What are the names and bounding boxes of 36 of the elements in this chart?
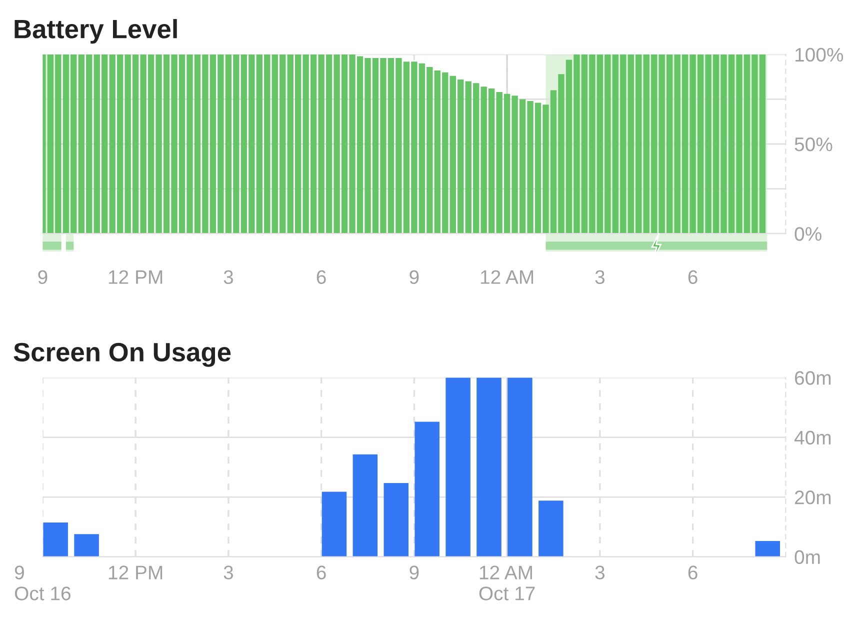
bar xyxy=(508,378,532,557)
chart-title: Battery Level xyxy=(14,19,177,44)
bar xyxy=(352,454,378,557)
y-tick-label: 0m xyxy=(794,550,820,564)
chart-title: Screen On Usage xyxy=(14,342,231,367)
y-tick-label: 20m xyxy=(794,490,831,504)
y-tick-label: 60m xyxy=(795,371,831,385)
x-tick-label: 12 AM Oct 17 xyxy=(479,566,535,600)
x-tick-label: 3 xyxy=(224,566,233,580)
x-tick-label: 6 xyxy=(316,566,326,580)
x-tick-label: 12 PM xyxy=(108,566,162,580)
x-tick-label: 6 xyxy=(316,270,326,284)
x-tick-label: 6 xyxy=(688,270,698,284)
x-tick-label: 3 xyxy=(595,270,604,284)
bar xyxy=(755,540,780,557)
y-tick-label: 40m xyxy=(794,430,831,445)
x-tick-label: 12 AM xyxy=(480,270,534,284)
bar xyxy=(384,483,409,557)
x-tick-label: 9 Oct 16 xyxy=(14,566,70,600)
x-tick-label: 3 xyxy=(224,270,233,284)
bar xyxy=(538,500,564,557)
bar xyxy=(476,378,502,557)
y-tick-label: 0% xyxy=(794,227,822,241)
x-tick-label: 9 xyxy=(38,270,48,284)
x-tick-label: 9 xyxy=(410,270,419,284)
x-tick-label: 12 PM xyxy=(108,270,162,284)
bar xyxy=(446,378,470,557)
bar xyxy=(414,422,440,557)
x-tick-label: 6 xyxy=(688,566,698,580)
y-tick-label: 50% xyxy=(794,137,832,152)
bar xyxy=(74,534,99,557)
y-tick-label: 100% xyxy=(795,48,844,62)
x-tick-label: 9 xyxy=(410,566,419,580)
bar xyxy=(43,522,68,557)
x-tick-label: 3 xyxy=(595,566,604,580)
bar xyxy=(322,492,347,557)
